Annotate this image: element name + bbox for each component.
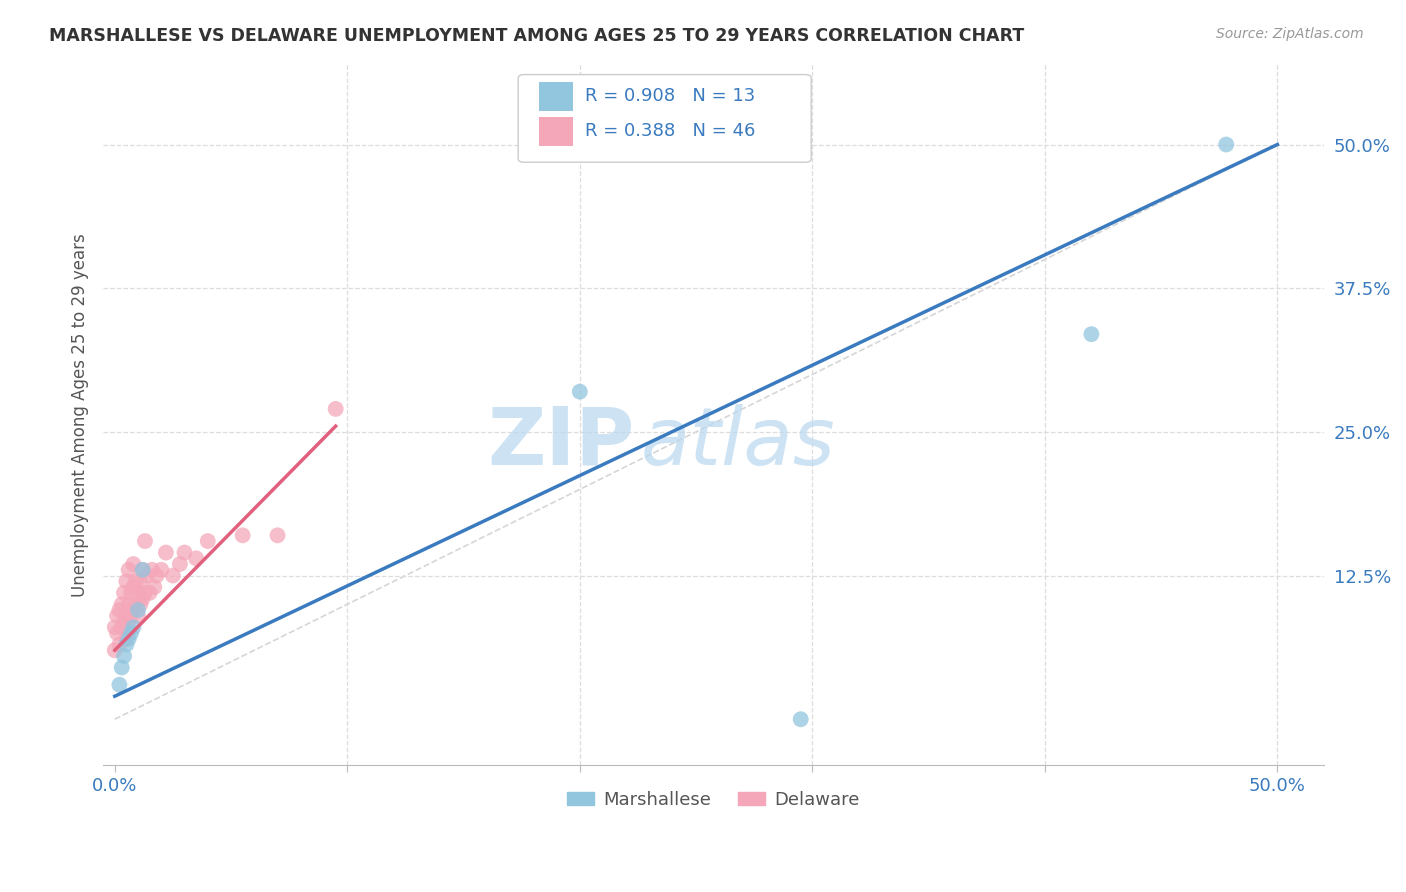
FancyBboxPatch shape — [538, 117, 574, 146]
Point — [125, 574, 148, 589]
Point — [104, 620, 127, 634]
Point — [118, 563, 141, 577]
Point — [138, 586, 160, 600]
Point — [145, 568, 167, 582]
Point — [122, 603, 145, 617]
Point — [104, 643, 127, 657]
Point — [789, 712, 811, 726]
Point — [115, 638, 138, 652]
Point — [127, 586, 149, 600]
Text: R = 0.388   N = 46: R = 0.388 N = 46 — [585, 122, 755, 140]
FancyBboxPatch shape — [538, 81, 574, 111]
Point — [112, 648, 135, 663]
Point — [122, 620, 145, 634]
Point — [173, 545, 195, 559]
Point — [568, 384, 591, 399]
Point — [112, 615, 135, 629]
Point — [131, 591, 153, 606]
Text: R = 0.908   N = 13: R = 0.908 N = 13 — [585, 87, 755, 105]
Point — [162, 568, 184, 582]
Point — [108, 678, 131, 692]
Point — [127, 608, 149, 623]
Point — [120, 586, 142, 600]
FancyBboxPatch shape — [519, 75, 811, 162]
Point — [134, 534, 156, 549]
Point — [118, 597, 141, 611]
Point — [266, 528, 288, 542]
Point — [169, 557, 191, 571]
Point — [122, 557, 145, 571]
Point — [143, 580, 166, 594]
Point — [129, 597, 152, 611]
Point — [115, 632, 138, 646]
Point — [108, 638, 131, 652]
Point — [325, 401, 347, 416]
Point — [115, 574, 138, 589]
Point — [127, 603, 149, 617]
Legend: Marshallese, Delaware: Marshallese, Delaware — [560, 783, 868, 816]
Point — [115, 608, 138, 623]
Point — [125, 597, 148, 611]
Point — [131, 563, 153, 577]
Point — [120, 626, 142, 640]
Text: ZIP: ZIP — [486, 404, 634, 482]
Point — [155, 545, 177, 559]
Point — [150, 563, 173, 577]
Point — [186, 551, 208, 566]
Point — [108, 603, 131, 617]
Point — [134, 586, 156, 600]
Point — [120, 608, 142, 623]
Point — [1215, 137, 1237, 152]
Y-axis label: Unemployment Among Ages 25 to 29 years: Unemployment Among Ages 25 to 29 years — [72, 233, 89, 597]
Point — [141, 563, 163, 577]
Point — [118, 615, 141, 629]
Text: Source: ZipAtlas.com: Source: ZipAtlas.com — [1216, 27, 1364, 41]
Point — [136, 568, 159, 582]
Point — [197, 534, 219, 549]
Point — [111, 620, 134, 634]
Text: MARSHALLESE VS DELAWARE UNEMPLOYMENT AMONG AGES 25 TO 29 YEARS CORRELATION CHART: MARSHALLESE VS DELAWARE UNEMPLOYMENT AMO… — [49, 27, 1025, 45]
Point — [131, 563, 153, 577]
Point — [122, 580, 145, 594]
Text: atlas: atlas — [640, 404, 835, 482]
Point — [105, 608, 128, 623]
Point — [111, 597, 134, 611]
Point — [118, 632, 141, 646]
Point — [232, 528, 254, 542]
Point — [112, 586, 135, 600]
Point — [129, 574, 152, 589]
Point — [111, 660, 134, 674]
Point — [1080, 327, 1102, 342]
Point — [105, 626, 128, 640]
